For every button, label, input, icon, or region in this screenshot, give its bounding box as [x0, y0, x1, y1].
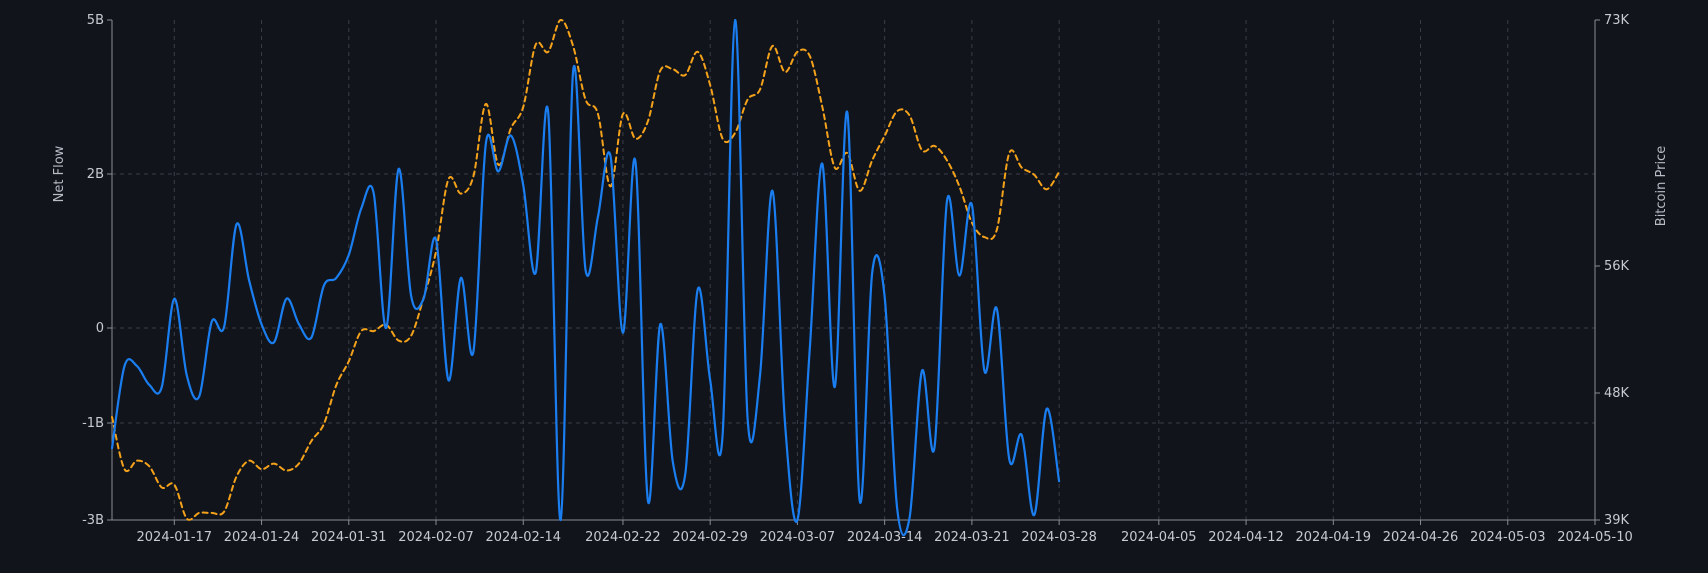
y-left-tick-label: 5B — [87, 13, 104, 28]
x-tick-label: 2024-02-29 — [672, 530, 748, 545]
left-axis-title: Net Flow — [52, 145, 67, 202]
series-layer — [110, 18, 1061, 537]
net-flow-line — [110, 18, 1061, 537]
y-left-tick-label: 2B — [87, 167, 104, 182]
x-tick-label: 2024-04-05 — [1121, 530, 1197, 545]
x-tick-label: 2024-02-07 — [398, 530, 474, 545]
x-tick-label: 2024-03-28 — [1021, 530, 1097, 545]
tick-layer: 2024-01-17 2024-01-24 2024-01-31 2024-02-07… — [82, 13, 1633, 545]
x-tick-label: 2024-03-07 — [760, 530, 836, 545]
x-tick-label: 2024-03-21 — [934, 530, 1010, 545]
x-tick-label: 2024-04-12 — [1208, 530, 1284, 545]
y-right-tick-label: 73K — [1604, 13, 1630, 28]
y-left-tick-label: 0 — [96, 321, 104, 336]
y-right-tick-label: 48K — [1604, 386, 1630, 401]
x-tick-label: 2024-04-19 — [1296, 530, 1372, 545]
y-right-tick-label: 56K — [1604, 259, 1630, 274]
grid-layer — [112, 20, 1595, 520]
y-left-tick-label: -1B — [82, 416, 104, 431]
y-right-tick-label: 39K — [1604, 513, 1630, 528]
x-tick-label: 2024-02-22 — [585, 530, 661, 545]
x-tick-label: 2024-05-10 — [1557, 530, 1633, 545]
right-axis-title: Bitcoin Price — [1654, 146, 1669, 226]
axis-layer — [111, 20, 1596, 521]
x-tick-label: 2024-02-14 — [485, 530, 561, 545]
y-left-tick-label: -3B — [82, 513, 104, 528]
bitcoin-price-line — [111, 19, 1061, 521]
x-tick-label: 2024-01-17 — [137, 530, 213, 545]
x-tick-label: 2024-01-31 — [311, 530, 387, 545]
x-tick-label: 2024-04-26 — [1383, 530, 1459, 545]
x-tick-label: 2024-03-14 — [847, 530, 923, 545]
x-tick-label: 2024-01-24 — [224, 530, 300, 545]
x-tick-label: 2024-05-03 — [1470, 530, 1546, 545]
